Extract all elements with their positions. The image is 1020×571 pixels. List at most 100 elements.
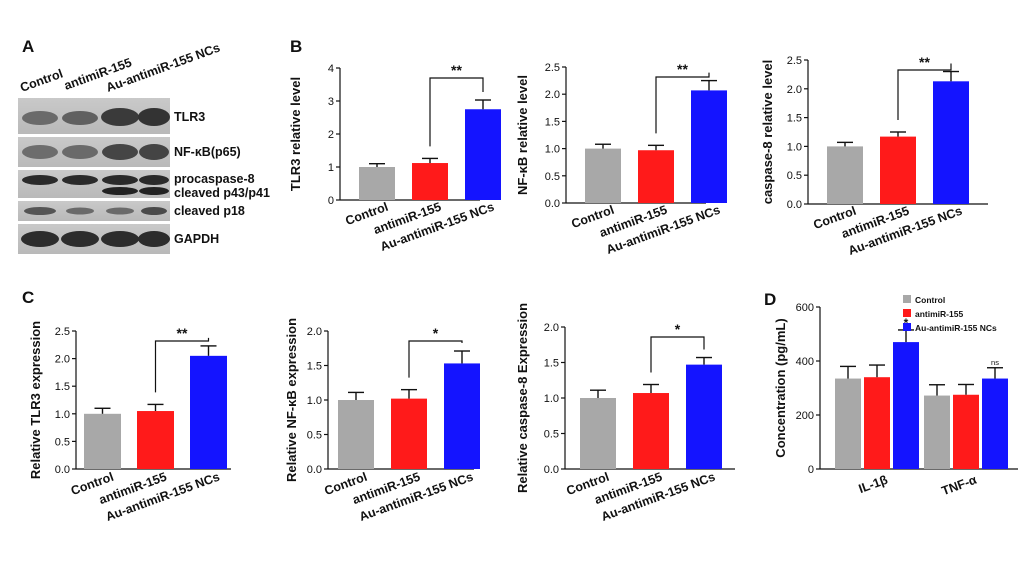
significance-bracket bbox=[655, 72, 710, 134]
significance-bracket bbox=[408, 340, 463, 378]
y-axis-label: NF-κB relative level bbox=[515, 75, 530, 195]
y-axis-label: TLR3 relative level bbox=[288, 77, 303, 191]
y-tick-label: 600 bbox=[796, 302, 814, 314]
panel-letter-c: C bbox=[22, 288, 34, 307]
bar-b3-2 bbox=[933, 81, 969, 204]
y-axis-label: Relative NF-κB expression bbox=[284, 318, 299, 482]
annotation-label: * bbox=[904, 316, 909, 330]
blot-label-tlr3: TLR3 bbox=[174, 110, 205, 124]
significance-bracket bbox=[154, 337, 210, 393]
y-tick-label: 1.0 bbox=[55, 409, 70, 421]
x-tick-label: TNF-α bbox=[940, 473, 979, 499]
bar-d-1-0 bbox=[924, 395, 950, 469]
significance-label: ** bbox=[919, 54, 930, 70]
blot-band bbox=[24, 207, 56, 215]
y-tick-label: 2.0 bbox=[307, 326, 322, 338]
y-tick-label: 0.5 bbox=[544, 429, 559, 441]
y-axis-label: caspase-8 relative level bbox=[760, 60, 775, 205]
bar-c3-1 bbox=[633, 393, 669, 469]
y-tick-label: 0 bbox=[328, 195, 334, 207]
bar-d-0-1 bbox=[864, 377, 890, 469]
bar-c3-2 bbox=[686, 364, 722, 469]
bar-c1-0 bbox=[84, 413, 121, 469]
y-tick-label: 200 bbox=[796, 410, 814, 422]
blot-band bbox=[101, 231, 139, 247]
significance-bracket bbox=[429, 77, 484, 147]
significance-bracket bbox=[650, 336, 705, 373]
bar-b1-0 bbox=[359, 167, 395, 200]
y-tick-label: 1.5 bbox=[544, 358, 559, 370]
panel-letter-a: A bbox=[22, 37, 34, 56]
blot-band bbox=[138, 231, 170, 247]
y-tick-label: 1.5 bbox=[307, 361, 322, 373]
y-tick-label: 1.5 bbox=[787, 113, 802, 125]
y-tick-label: 1.0 bbox=[544, 393, 559, 405]
blot-band bbox=[106, 207, 134, 215]
legend-swatch bbox=[903, 323, 911, 331]
y-tick-label: 0.0 bbox=[55, 464, 70, 476]
blot-band bbox=[22, 175, 58, 185]
bar-b3-1 bbox=[880, 136, 916, 204]
blot-band bbox=[139, 175, 169, 185]
y-tick-label: 2.5 bbox=[545, 62, 560, 74]
y-tick-label: 4 bbox=[328, 63, 334, 75]
significance-label: ** bbox=[677, 61, 688, 77]
y-tick-label: 1.0 bbox=[307, 395, 322, 407]
y-axis-label: Relative caspase-8 Expression bbox=[515, 303, 530, 493]
blot-label-p18: cleaved p18 bbox=[174, 204, 245, 218]
significance-label: ** bbox=[177, 325, 188, 341]
bar-d-1-1 bbox=[953, 394, 979, 469]
y-tick-label: 2 bbox=[328, 129, 334, 141]
panel-letter-d: D bbox=[764, 290, 776, 309]
bar-c1-2 bbox=[190, 355, 227, 469]
y-tick-label: 0.0 bbox=[545, 198, 560, 210]
y-tick-label: 0.5 bbox=[307, 430, 322, 442]
blot-band bbox=[102, 187, 138, 195]
y-tick-label: 0 bbox=[808, 464, 814, 476]
y-tick-label: 400 bbox=[796, 356, 814, 368]
blot-band bbox=[101, 108, 139, 126]
charts: 0 1 2 3 4 TLR3 relative level Control antimiR-1… bbox=[28, 54, 1018, 524]
blot-band bbox=[22, 145, 58, 159]
y-tick-label: 1.5 bbox=[545, 116, 560, 128]
annotation-label: ns bbox=[991, 358, 999, 367]
y-tick-label: 3 bbox=[328, 96, 334, 108]
blot-band bbox=[61, 231, 99, 247]
y-tick-label: 1.0 bbox=[545, 144, 560, 156]
bar-c2-2 bbox=[444, 363, 480, 469]
bar-d-0-2 bbox=[893, 342, 919, 469]
legend-label: Control bbox=[915, 295, 945, 305]
bar-c2-0 bbox=[338, 400, 374, 469]
significance-label: * bbox=[675, 321, 681, 337]
blot-band bbox=[102, 175, 138, 185]
y-tick-label: 2.0 bbox=[55, 354, 70, 366]
y-tick-label: 2.0 bbox=[545, 89, 560, 101]
significance-label: * bbox=[433, 325, 439, 341]
bar-b2-1 bbox=[638, 150, 674, 203]
legend-swatch bbox=[903, 309, 911, 317]
bar-c1-1 bbox=[137, 411, 174, 469]
blot-band bbox=[138, 108, 170, 126]
y-tick-label: 0.0 bbox=[787, 199, 802, 211]
bar-d-0-0 bbox=[835, 378, 861, 469]
bar-b3-0 bbox=[827, 146, 863, 204]
bar-b2-0 bbox=[585, 148, 621, 203]
blot-label-nfkb: NF-κB(p65) bbox=[174, 145, 241, 159]
bar-b2-2 bbox=[691, 90, 727, 203]
blot-band bbox=[62, 145, 98, 159]
significance-bracket bbox=[897, 63, 952, 120]
y-tick-label: 0.5 bbox=[787, 170, 802, 182]
significance-label: ** bbox=[451, 62, 462, 78]
western-blot: Control antimiR-155 Au-antimiR-155 NCs T… bbox=[18, 41, 270, 254]
y-tick-label: 0.0 bbox=[544, 464, 559, 476]
blot-band bbox=[66, 207, 94, 215]
y-tick-label: 1 bbox=[328, 162, 334, 174]
y-axis-label: Concentration (pg/mL) bbox=[773, 318, 788, 457]
blot-band bbox=[21, 231, 59, 247]
blot-band bbox=[62, 111, 98, 125]
y-tick-label: 2.5 bbox=[55, 326, 70, 338]
blot-band bbox=[102, 144, 138, 160]
blot-band bbox=[22, 111, 58, 125]
legend-label: Au-antimiR-155 NCs bbox=[915, 323, 997, 333]
